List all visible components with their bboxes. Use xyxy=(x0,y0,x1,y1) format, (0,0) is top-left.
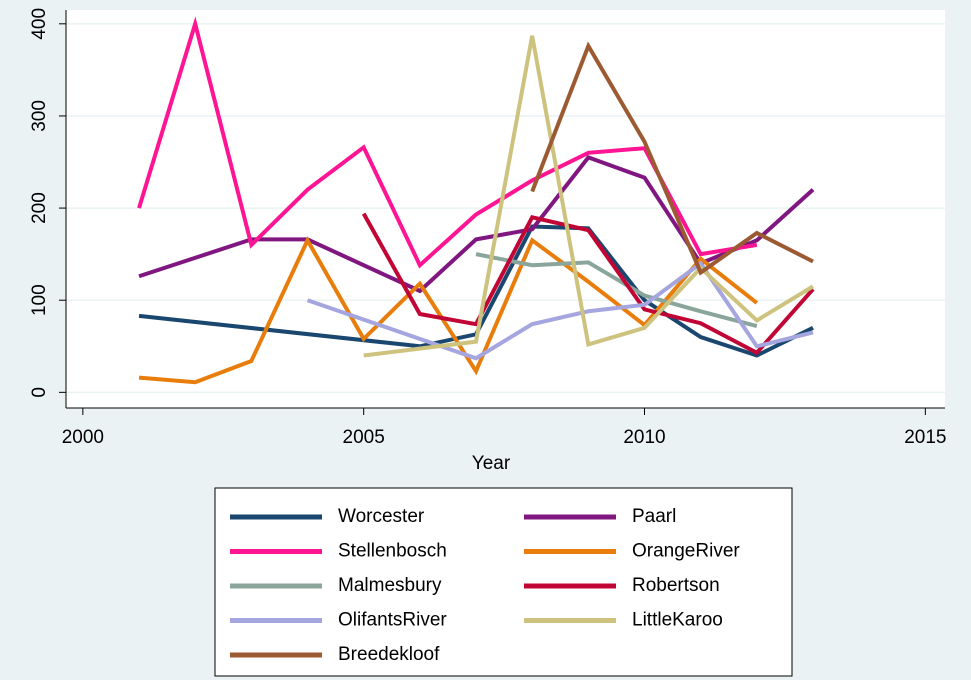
legend-label: Stellenbosch xyxy=(338,541,447,562)
line xyxy=(306,260,814,361)
y-tick-label: 100 xyxy=(29,284,50,316)
x-tick-label: 2010 xyxy=(623,427,665,448)
legend-label: Malmesbury xyxy=(338,575,442,596)
y-tick-label: 400 xyxy=(29,8,50,40)
x-tick-label: 2015 xyxy=(904,427,946,448)
legend-label: LittleKaroo xyxy=(632,610,723,631)
line xyxy=(361,212,815,356)
line xyxy=(363,35,815,358)
line xyxy=(138,155,815,294)
x-tick-label: 2005 xyxy=(343,427,385,448)
line xyxy=(138,235,759,385)
x-tick-label: 2000 xyxy=(62,427,104,448)
legend-label: Robertson xyxy=(632,575,720,596)
legend-label: OlifantsRiver xyxy=(338,610,447,631)
y-tick-label: 300 xyxy=(29,100,50,132)
y-tick-label: 0 xyxy=(29,387,50,398)
line xyxy=(530,41,814,276)
y-tick-label: 200 xyxy=(29,192,50,224)
legend-label: Paarl xyxy=(632,506,676,527)
legend-label: Breedekloof xyxy=(338,644,440,665)
plot-area xyxy=(66,10,945,408)
line xyxy=(475,252,758,328)
legend-label: Worcester xyxy=(338,506,425,527)
x-axis-label: Year xyxy=(472,453,511,474)
legend-label: OrangeRiver xyxy=(632,541,740,562)
